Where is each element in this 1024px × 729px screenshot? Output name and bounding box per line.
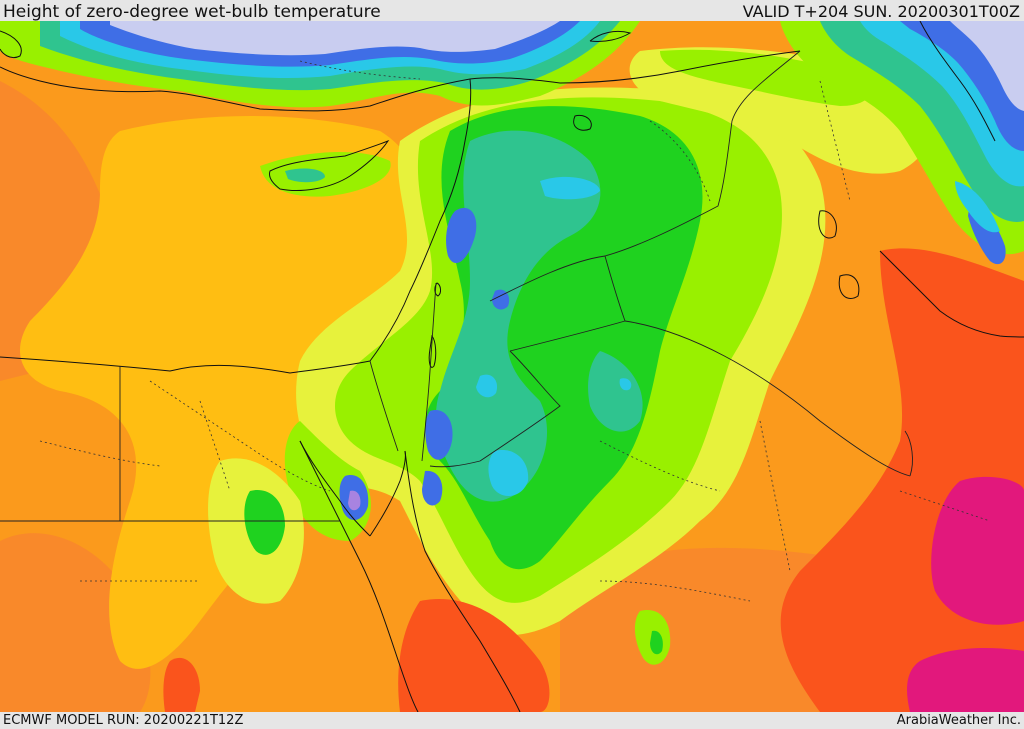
coast-red-sea-east — [404, 450, 521, 712]
coast-gulf-suez — [299, 440, 371, 537]
field-green-saudi-core — [650, 630, 663, 655]
credit: ArabiaWeather Inc. — [896, 713, 1021, 728]
field-purple-sinai — [348, 490, 361, 511]
field-lime-north — [660, 49, 871, 106]
map-title: Height of zero-degree wet-bulb temperatu… — [3, 2, 381, 22]
field-magenta-southeast — [907, 648, 1024, 712]
field-cyan-4 — [619, 378, 632, 391]
coast-turkey-south — [0, 66, 471, 112]
field-teal — [435, 130, 601, 502]
field-cyan-3 — [540, 176, 600, 200]
border-kuwait — [904, 430, 913, 477]
field-red-orange-sw — [163, 657, 200, 712]
border-israel-jordan — [421, 282, 437, 462]
model-run: ECMWF MODEL RUN: 20200221T12Z — [3, 713, 244, 728]
coast-iran-lake-2 — [838, 274, 860, 299]
coast-caspian-sw — [919, 21, 996, 142]
field-blue-syria — [492, 289, 510, 310]
country-borders — [0, 50, 913, 522]
valid-time: VALID T+204 SUN. 20200301T00Z — [742, 2, 1020, 21]
coast-persian-gulf — [879, 250, 1024, 338]
field-cyan-1 — [488, 450, 529, 497]
field-orange-light-egypt — [20, 116, 430, 669]
field-cyan-zagros — [955, 181, 1000, 233]
field-blue-lebanon — [446, 207, 477, 264]
coast-lake-van — [573, 114, 592, 131]
field-cyan-2 — [476, 374, 498, 398]
border-egypt-israel — [369, 360, 399, 452]
field-lavender-ne — [950, 21, 1024, 111]
border-saudi-iraq — [624, 320, 911, 477]
coast-lake-tiberias — [434, 282, 441, 297]
coast-red-sea-west — [299, 440, 419, 712]
coastlines — [0, 21, 1024, 712]
weather-map[interactable] — [0, 21, 1024, 712]
coast-mediterranean-south — [0, 78, 472, 374]
coast-iran-lake — [818, 210, 837, 239]
province-boundaries — [39, 60, 991, 602]
field-magenta-east — [931, 476, 1024, 625]
field-blue-jordan — [425, 410, 453, 460]
field-teal-cyprus — [285, 168, 325, 183]
header-bar: Height of zero-degree wet-bulb temperatu… — [0, 0, 1024, 22]
field-teal-east — [588, 351, 643, 432]
coast-cyprus — [269, 139, 390, 191]
border-jordan-iraq — [509, 255, 626, 352]
coast-gulf-aqaba — [369, 450, 406, 537]
coast-turkey-east — [469, 50, 801, 84]
coast-black-sea — [589, 30, 632, 42]
field-lavender-north — [110, 21, 560, 56]
footer-bar: ECMWF MODEL RUN: 20200221T12Z ArabiaWeat… — [0, 712, 1024, 729]
border-syria-iraq — [489, 50, 801, 302]
field-red-orange-redsea — [398, 599, 550, 712]
coast-dead-sea — [428, 334, 437, 368]
field-green-egypt-east — [244, 490, 285, 555]
coast-aegean-islands — [0, 30, 22, 59]
border-saudi-jordan — [429, 350, 561, 468]
field-blue-negev — [422, 470, 443, 506]
